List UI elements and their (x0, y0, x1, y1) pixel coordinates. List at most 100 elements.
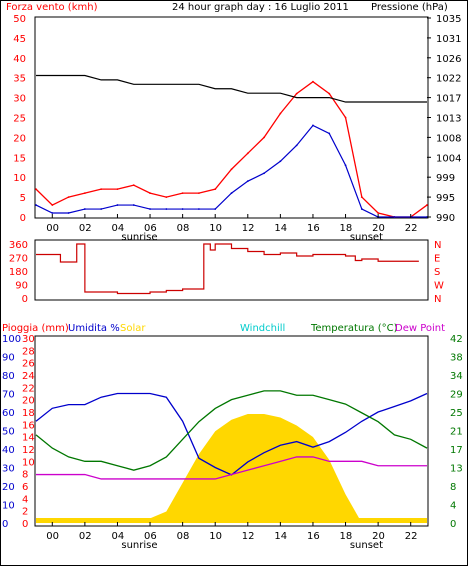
x-tick-label: 00 (46, 531, 59, 542)
wind-point-gust (360, 196, 363, 199)
humidity-y-tick-label: 40 (2, 445, 15, 456)
wind-point-avg (263, 172, 265, 175)
wind-point-avg (246, 180, 249, 183)
x-tick-label: 00 (46, 223, 59, 234)
temperature-y-tick-label: 21 (450, 427, 463, 438)
direction-series-layer (36, 243, 419, 295)
rain-y-tick-label: 18 (22, 408, 35, 419)
wind-y-tick-label: 10 (13, 173, 26, 184)
solar-area (36, 414, 427, 523)
temperature-y-tick-label: 0 (450, 519, 456, 530)
rain-y-tick-label: 6 (22, 482, 28, 493)
rain-y-tick-label: 14 (22, 433, 35, 444)
wind-y-tick-label: 25 (13, 114, 26, 125)
pressure-y-tick-label: 999 (436, 173, 455, 184)
wind-point-avg (393, 216, 396, 218)
pressure-y-tick-label: 1008 (436, 133, 461, 144)
humidity-y-tick-label: 20 (2, 482, 15, 493)
rain-y-tick-label: 0 (22, 519, 28, 530)
wind-point-gust (35, 188, 37, 191)
climate-series-line (36, 456, 427, 480)
wind-panel (34, 16, 429, 219)
wind-point-avg (312, 124, 314, 127)
sunset-label: sunset (350, 232, 383, 243)
x-tick-label: 10 (209, 223, 222, 234)
x-tick-label: 14 (274, 531, 287, 542)
wind-point-avg (132, 204, 135, 206)
pressure-y-tick-label: 995 (436, 193, 455, 204)
wind-point-gust (132, 184, 135, 187)
wind-point-gust (149, 192, 151, 195)
wind-point-avg (230, 192, 233, 195)
x-tick-label: 20 (372, 223, 385, 234)
sunrise-label: sunrise (121, 232, 157, 243)
wind-point-gust (230, 168, 233, 171)
rain-y-tick-label: 16 (22, 420, 35, 431)
wind-point-gust (295, 92, 298, 95)
wind-series-pressure (36, 74, 427, 103)
humidity-y-tick-label: 100 (2, 334, 21, 345)
x-tick-label: 22 (405, 223, 418, 234)
x-tick-label: 10 (209, 531, 222, 542)
wind-speed-axis-label: Forza vento (kmh) (6, 2, 98, 13)
pressure-y-tick-label: 1004 (436, 153, 461, 164)
wind-point-gust (181, 192, 184, 195)
wind-point-gust (51, 204, 54, 206)
wind-point-avg (214, 208, 217, 210)
wind-point-gust (67, 196, 70, 199)
wind-point-avg (67, 212, 70, 214)
wind-y-tick-label: 20 (13, 133, 26, 144)
wind-point-avg (360, 208, 363, 210)
humidity-y-tick-label: 50 (2, 427, 15, 438)
x-tick-label: 18 (340, 223, 353, 234)
humidity-y-tick-label: 90 (2, 353, 15, 364)
temperature-y-tick-label: 25 (450, 408, 463, 419)
wind-point-avg (165, 208, 168, 210)
wind-point-avg (35, 204, 37, 206)
wind-point-gust (198, 192, 200, 195)
temperature-y-tick-label: 29 (450, 390, 463, 401)
temperature-y-tick-label: 34 (450, 371, 463, 382)
wind-point-avg (344, 164, 347, 167)
direction-y-tick-label: 180 (9, 267, 28, 278)
humidity-y-tick-label: 60 (2, 408, 15, 419)
x-tick-label: 02 (79, 531, 92, 542)
wind-y-tick-label: 5 (20, 193, 26, 204)
wind-point-avg (83, 208, 86, 210)
wind-point-avg (295, 144, 298, 147)
x-tick-label: 06 (144, 223, 157, 234)
climate-series-layer (35, 390, 428, 523)
x-tick-label: 18 (340, 531, 353, 542)
humidity-legend-label: Umidita % (68, 323, 120, 334)
rain-y-tick-label: 30 (22, 334, 35, 345)
wind-point-gust (312, 80, 314, 83)
wind-point-avg (198, 208, 200, 210)
pressure-y-tick-label: 1022 (436, 74, 461, 85)
compass-label: W (434, 281, 444, 292)
compass-label: N (434, 294, 441, 305)
wind-point-gust (279, 112, 282, 115)
humidity-y-tick-label: 0 (2, 519, 8, 530)
pressure-y-tick-label: 990 (436, 213, 455, 224)
sunset-label: sunset (350, 540, 383, 551)
direction-y-tick-label: 360 (9, 240, 28, 251)
temperature-legend-label: Temperatura (°C) (310, 323, 398, 334)
direction-panel (34, 239, 429, 301)
pressure-y-tick-label: 1013 (436, 114, 461, 125)
wind-y-tick-label: 0 (20, 213, 26, 224)
rain-y-tick-label: 24 (22, 371, 35, 382)
humidity-y-tick-label: 70 (2, 390, 15, 401)
pressure-y-tick-label: 1035 (436, 14, 461, 25)
chart-title: 24 hour graph day : 16 Luglio 2011 (172, 2, 349, 13)
x-tick-label: 06 (144, 531, 157, 542)
solar-legend-label: Solar (120, 323, 146, 334)
wind-point-avg (149, 208, 151, 210)
wind-point-gust (214, 188, 217, 191)
wind-point-gust (165, 196, 168, 199)
direction-y-tick-label: 90 (15, 281, 28, 292)
wind-y-tick-label: 30 (13, 94, 26, 105)
wind-point-gust (377, 212, 380, 214)
wind-point-avg (181, 208, 184, 210)
humidity-y-tick-label: 80 (2, 371, 15, 382)
